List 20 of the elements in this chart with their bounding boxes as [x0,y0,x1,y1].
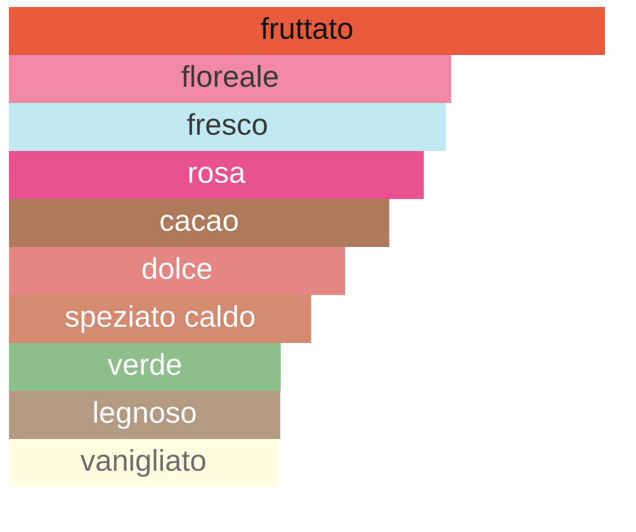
y-tick-label: fresco [187,113,267,136]
bar [9,343,281,391]
bar [9,391,280,439]
bar [9,151,424,199]
y-tick-label: fruttato [260,17,352,40]
y-tick-label: vanigliato [80,449,206,477]
bar [9,199,390,247]
y-tick-label: cacao [160,214,238,232]
bar [9,7,605,55]
y-tick-label: dolce [142,257,212,280]
y-tick-label: rosa [189,166,246,184]
bar [9,439,278,487]
y-tick-label: speziato caldo [65,305,254,333]
bar [9,55,452,103]
bar [9,247,346,295]
bar [9,103,446,151]
y-tick-label: legnoso [94,401,196,429]
y-tick-label: floreale [182,65,278,88]
bar [9,295,312,343]
y-tick-label: verde [108,353,181,376]
